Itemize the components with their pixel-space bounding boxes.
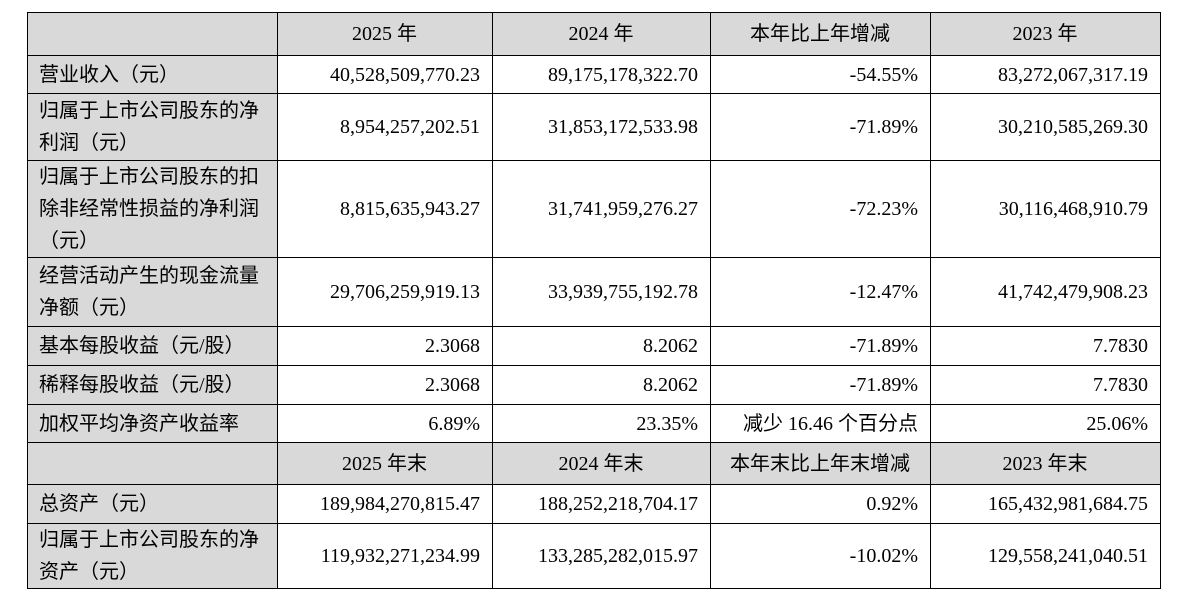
data-row: 加权平均净资产收益率 6.89% 23.35% 减少 16.46 个百分点 25.06% <box>27 404 1161 443</box>
header-cell: 2023 年 <box>930 12 1161 56</box>
header-cell: 2024 年 <box>492 12 711 56</box>
value-cell: 165,432,981,684.75 <box>930 484 1161 524</box>
data-row: 营业收入（元） 40,528,509,770.23 89,175,178,322.7… <box>27 55 1161 94</box>
data-row: 归属于上市公司股东的扣除非经常性损益的净利润（元） 8,815,635,943.2… <box>27 160 1161 258</box>
value-cell: 6.89% <box>277 404 493 443</box>
row-label: 归属于上市公司股东的扣除非经常性损益的净利润（元） <box>27 160 278 258</box>
value-cell: 83,272,067,317.19 <box>930 55 1161 94</box>
header-row: 2025 年 2024 年本年比上年增减 2023 年 <box>27 12 1161 56</box>
value-cell: 31,853,172,533.98 <box>492 93 711 161</box>
value-cell: 189,984,270,815.47 <box>277 484 493 524</box>
data-row: 总资产（元） 189,984,270,815.47 188,252,218,704.… <box>27 484 1161 524</box>
value-cell: 133,285,282,015.97 <box>492 523 711 589</box>
value-cell: 2.3068 <box>277 326 493 366</box>
data-row: 归属于上市公司股东的净资产（元） 119,932,271,234.99 133,28… <box>27 523 1161 589</box>
value-cell: -12.47% <box>710 257 931 327</box>
row-label: 基本每股收益（元/股） <box>27 326 278 366</box>
data-row: 归属于上市公司股东的净利润（元） 8,954,257,202.51 31,853,1… <box>27 93 1161 161</box>
value-cell: 119,932,271,234.99 <box>277 523 493 589</box>
value-cell: 41,742,479,908.23 <box>930 257 1161 327</box>
value-cell: 0.92% <box>710 484 931 524</box>
value-cell: 30,210,585,269.30 <box>930 93 1161 161</box>
value-cell: -71.89% <box>710 365 931 405</box>
header-cell: 本年末比上年末增减 <box>710 442 931 485</box>
value-cell: -72.23% <box>710 160 931 258</box>
value-cell: -71.89% <box>710 93 931 161</box>
header-cell <box>27 12 278 56</box>
value-cell: 2.3068 <box>277 365 493 405</box>
row-label: 稀释每股收益（元/股） <box>27 365 278 405</box>
row-label: 经营活动产生的现金流量净额（元） <box>27 257 278 327</box>
value-cell: -54.55% <box>710 55 931 94</box>
value-cell: 40,528,509,770.23 <box>277 55 493 94</box>
table-body: 2025 年 2024 年本年比上年增减 2023 年营业收入（元） 40,528,5… <box>27 12 1161 589</box>
value-cell: 29,706,259,919.13 <box>277 257 493 327</box>
header-cell: 2024 年末 <box>492 442 711 485</box>
data-row: 稀释每股收益（元/股） 2.3068 8.2062 -71.89% 7.7830 <box>27 365 1161 405</box>
row-label: 加权平均净资产收益率 <box>27 404 278 443</box>
row-label: 总资产（元） <box>27 484 278 524</box>
value-cell: 8.2062 <box>492 365 711 405</box>
value-cell: -71.89% <box>710 326 931 366</box>
value-cell: 129,558,241,040.51 <box>930 523 1161 589</box>
value-cell: 8,954,257,202.51 <box>277 93 493 161</box>
row-label: 归属于上市公司股东的净资产（元） <box>27 523 278 589</box>
row-label: 归属于上市公司股东的净利润（元） <box>27 93 278 161</box>
data-row: 基本每股收益（元/股） 2.3068 8.2062 -71.89% 7.7830 <box>27 326 1161 366</box>
value-cell: -10.02% <box>710 523 931 589</box>
value-cell: 7.7830 <box>930 365 1161 405</box>
value-cell: 8,815,635,943.27 <box>277 160 493 258</box>
header-cell: 2025 年 <box>277 12 493 56</box>
data-row: 经营活动产生的现金流量净额（元） 29,706,259,919.13 33,939,… <box>27 257 1161 327</box>
header-cell: 2025 年末 <box>277 442 493 485</box>
financial-table: 2025 年 2024 年本年比上年增减 2023 年营业收入（元） 40,528,5… <box>27 12 1161 589</box>
header-cell: 本年比上年增减 <box>710 12 931 56</box>
value-cell: 188,252,218,704.17 <box>492 484 711 524</box>
value-cell: 8.2062 <box>492 326 711 366</box>
value-cell: 31,741,959,276.27 <box>492 160 711 258</box>
value-cell: 89,175,178,322.70 <box>492 55 711 94</box>
value-cell: 30,116,468,910.79 <box>930 160 1161 258</box>
value-cell: 减少 16.46 个百分点 <box>710 404 931 443</box>
value-cell: 33,939,755,192.78 <box>492 257 711 327</box>
value-cell: 7.7830 <box>930 326 1161 366</box>
header-cell <box>27 442 278 485</box>
header-cell: 2023 年末 <box>930 442 1161 485</box>
row-label: 营业收入（元） <box>27 55 278 94</box>
value-cell: 25.06% <box>930 404 1161 443</box>
value-cell: 23.35% <box>492 404 711 443</box>
header-row: 2025 年末 2024 年末 本年末比上年末增减 2023 年末 <box>27 442 1161 485</box>
